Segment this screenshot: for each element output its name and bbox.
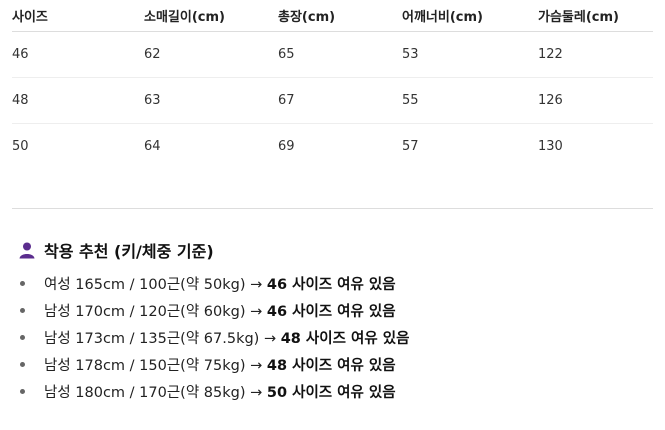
table-header-row: 사이즈 소매길이(cm) 총장(cm) 어깨너비(cm) 가슴둘레(cm) [12, 0, 653, 32]
bullet [20, 308, 25, 313]
item-text: 남성 170cm / 120근(약 60kg) → [44, 304, 263, 320]
item-text: 남성 173cm / 135근(약 67.5kg) → [44, 331, 277, 347]
item-size: 48 사이즈 여유 있음 [266, 358, 396, 374]
table-cell: 69 [278, 139, 295, 154]
table-cell: 50 [12, 139, 29, 154]
item-size: 46 사이즈 여유 있음 [266, 304, 396, 320]
table-cell: 67 [278, 77, 402, 124]
table-row: 50 64 69 57 130 [12, 124, 653, 170]
table-cell: 57 [402, 139, 419, 154]
list-item: 남성 178cm / 150근(약 75kg) → 48 사이즈 여유 있음 [0, 351, 409, 378]
bullet [20, 362, 25, 367]
column-header: 소매길이(cm) [144, 0, 278, 32]
size-table: 사이즈 소매길이(cm) 총장(cm) 어깨너비(cm) 가슴둘레(cm) 46… [12, 0, 653, 169]
table-cell: 122 [538, 31, 653, 78]
column-header: 사이즈 [12, 0, 144, 32]
table-row: 46 62 65 53 122 [12, 31, 653, 78]
section-divider [12, 208, 653, 209]
item-text: 여성 165cm / 100근(약 50kg) → [44, 277, 263, 293]
table-cell: 53 [402, 31, 538, 78]
table-row: 48 63 67 55 126 [12, 77, 653, 124]
item-size: 48 사이즈 여유 있음 [280, 331, 410, 347]
table-cell: 130 [538, 139, 563, 154]
table-cell: 65 [278, 31, 402, 78]
bullet [20, 281, 25, 286]
column-header: 어깨너비(cm) [402, 0, 538, 32]
item-text: 남성 178cm / 150근(약 75kg) → [44, 358, 263, 374]
person-icon [19, 242, 35, 259]
item-size: 50 사이즈 여유 있음 [266, 385, 396, 401]
column-header: 총장(cm) [278, 0, 402, 32]
item-text: 남성 180cm / 170근(약 85kg) → [44, 385, 263, 401]
table-cell: 63 [144, 77, 278, 124]
item-size: 46 사이즈 여유 있음 [266, 277, 396, 293]
table-cell: 126 [538, 77, 653, 124]
table-cell: 48 [12, 77, 144, 124]
table-cell: 62 [144, 31, 278, 78]
column-header: 가슴둘레(cm) [538, 0, 653, 32]
table-cell: 64 [144, 139, 161, 154]
list-item: 여성 165cm / 100근(약 50kg) → 46 사이즈 여유 있음 [0, 270, 409, 297]
list-item: 남성 173cm / 135근(약 67.5kg) → 48 사이즈 여유 있음 [0, 324, 409, 351]
table-cell: 55 [402, 77, 538, 124]
bullet [20, 389, 25, 394]
list-item: 남성 180cm / 170근(약 85kg) → 50 사이즈 여유 있음 [0, 378, 409, 405]
recommend-title: 착용 추천 (키/체중 기준) [44, 242, 214, 261]
recommend-list: 여성 165cm / 100근(약 50kg) → 46 사이즈 여유 있음 남… [0, 270, 409, 405]
bullet [20, 335, 25, 340]
list-item: 남성 170cm / 120근(약 60kg) → 46 사이즈 여유 있음 [0, 297, 409, 324]
recommend-heading: 착용 추천 (키/체중 기준) [18, 238, 214, 262]
table-cell: 46 [12, 31, 144, 78]
